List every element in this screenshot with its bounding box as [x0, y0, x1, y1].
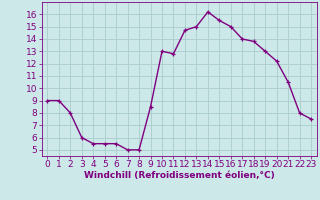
X-axis label: Windchill (Refroidissement éolien,°C): Windchill (Refroidissement éolien,°C) [84, 171, 275, 180]
